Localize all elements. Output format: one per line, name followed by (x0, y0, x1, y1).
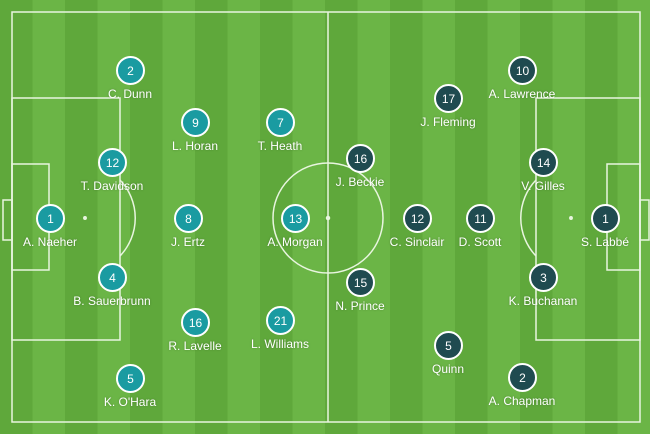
shirt-number-badge: 11 (466, 204, 495, 233)
player-name: Quinn (431, 362, 465, 376)
shirt-number-badge: 16 (181, 308, 210, 337)
shirt-number-badge: 17 (434, 84, 463, 113)
player-name: N. Prince (335, 299, 385, 313)
shirt-number-badge: 12 (98, 148, 127, 177)
player-name: R. Lavelle (168, 339, 222, 353)
shirt-number-badge: 13 (281, 204, 310, 233)
shirt-number-badge: 5 (434, 331, 463, 360)
player-name: K. O'Hara (103, 395, 157, 409)
shirt-number-badge: 7 (266, 108, 295, 137)
shirt-number-badge: 14 (529, 148, 558, 177)
shirt-number-badge: 5 (116, 364, 145, 393)
shirt-number-badge: 21 (266, 306, 295, 335)
player-name: A. Lawrence (488, 87, 556, 101)
player-name: A. Naeher (22, 235, 78, 249)
player-name: C. Sinclair (389, 235, 445, 249)
shirt-number-badge: 1 (591, 204, 620, 233)
player-name: V. Gilles (521, 179, 565, 193)
shirt-number-badge: 8 (174, 204, 203, 233)
shirt-number-badge: 4 (98, 263, 127, 292)
player-name: D. Scott (458, 235, 502, 249)
shirt-number-badge: 10 (508, 56, 537, 85)
player-name: A. Chapman (488, 394, 556, 408)
player-name: J. Ertz (170, 235, 205, 249)
player-name: J. Fleming (420, 115, 476, 129)
shirt-number-badge: 16 (346, 144, 375, 173)
player-name: L. Horan (171, 139, 219, 153)
player-name: A. Morgan (267, 235, 323, 249)
shirt-number-badge: 3 (529, 263, 558, 292)
player-name: B. Sauerbrunn (73, 294, 151, 308)
shirt-number-badge: 1 (36, 204, 65, 233)
shirt-number-badge: 2 (508, 363, 537, 392)
shirt-number-badge: 2 (116, 56, 145, 85)
player-name: T. Davidson (80, 179, 144, 193)
shirt-number-badge: 9 (181, 108, 210, 137)
player-name: T. Heath (257, 139, 303, 153)
player-name: S. Labbé (580, 235, 630, 249)
player-name: J. Beckie (335, 175, 385, 189)
player-name: C. Dunn (107, 87, 153, 101)
player-name: L. Williams (250, 337, 309, 351)
shirt-number-badge: 12 (403, 204, 432, 233)
player-name: K. Buchanan (508, 294, 578, 308)
shirt-number-badge: 15 (346, 268, 375, 297)
